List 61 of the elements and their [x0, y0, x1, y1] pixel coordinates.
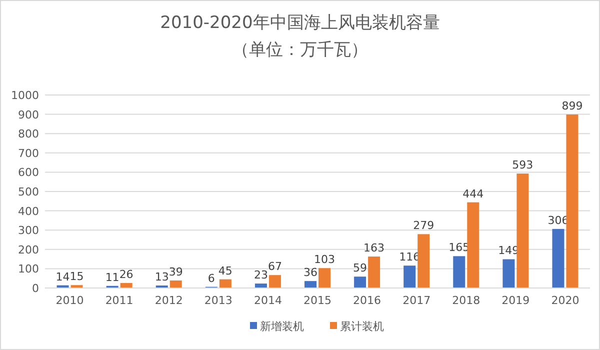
- chart-subtitle: （单位：万千瓦）: [232, 40, 368, 60]
- data-label: 45: [218, 264, 232, 278]
- data-label: 103: [314, 253, 335, 266]
- legend-label: 累计装机: [340, 320, 384, 333]
- bar: [219, 279, 232, 288]
- bar: [516, 174, 529, 288]
- data-label: 13: [154, 270, 169, 284]
- y-tick-label: 0: [32, 282, 39, 295]
- y-tick-label: 200: [18, 243, 39, 256]
- x-tick-label: 2012: [154, 294, 183, 307]
- bar: [552, 228, 564, 288]
- y-tick-label: 700: [18, 146, 39, 160]
- data-label: 279: [413, 219, 434, 232]
- y-tick-label: 100: [18, 262, 39, 276]
- bar: [404, 266, 416, 288]
- x-tick-label: 2014: [254, 294, 282, 307]
- bar: [120, 282, 132, 288]
- data-label: 67: [268, 260, 282, 274]
- x-tick-label: 2011: [105, 294, 134, 307]
- bar: [467, 202, 480, 288]
- bar: [254, 284, 267, 288]
- data-label: 899: [562, 99, 583, 112]
- bar: [304, 281, 316, 288]
- data-label: 15: [70, 270, 84, 284]
- x-tick-label: 2010: [56, 294, 84, 307]
- data-label: 444: [462, 187, 484, 200]
- bar: [566, 114, 578, 288]
- data-label: 6: [208, 272, 215, 285]
- data-label: 39: [168, 265, 183, 278]
- bar: [418, 234, 430, 288]
- y-tick-label: 600: [18, 166, 39, 180]
- x-tick-label: 2018: [452, 294, 480, 307]
- x-tick-label: 2019: [502, 294, 530, 307]
- x-tick-label: 2015: [304, 294, 332, 307]
- data-label: 14: [56, 270, 70, 284]
- y-tick-label: 400: [18, 204, 39, 218]
- legend-label: 新增装机: [260, 320, 304, 333]
- y-tick-label: 300: [18, 224, 39, 238]
- x-tick-label: 2020: [551, 294, 580, 307]
- data-label: 23: [254, 268, 268, 282]
- bar: [170, 280, 182, 288]
- bar: [318, 268, 330, 288]
- x-tick-label: 2013: [204, 294, 232, 307]
- bar: [502, 259, 515, 288]
- data-label: 11: [105, 270, 120, 284]
- bar: [453, 256, 466, 288]
- data-label: 26: [119, 268, 134, 281]
- x-tick-label: 2016: [353, 294, 382, 307]
- y-tick-label: 800: [18, 128, 39, 141]
- chart-title: 2010-2020年中国海上风电装机容量: [160, 13, 440, 33]
- y-tick-label: 500: [18, 186, 39, 198]
- y-tick-label: 900: [18, 108, 39, 122]
- bar: [368, 256, 380, 288]
- data-label: 593: [512, 158, 534, 172]
- x-tick-label: 2017: [402, 294, 431, 307]
- data-label: 36: [304, 266, 318, 280]
- y-tick-label: 1000: [11, 89, 39, 102]
- data-label: 163: [364, 242, 385, 255]
- data-label: 59: [353, 262, 368, 275]
- bar: [268, 275, 281, 288]
- bar: [354, 276, 366, 288]
